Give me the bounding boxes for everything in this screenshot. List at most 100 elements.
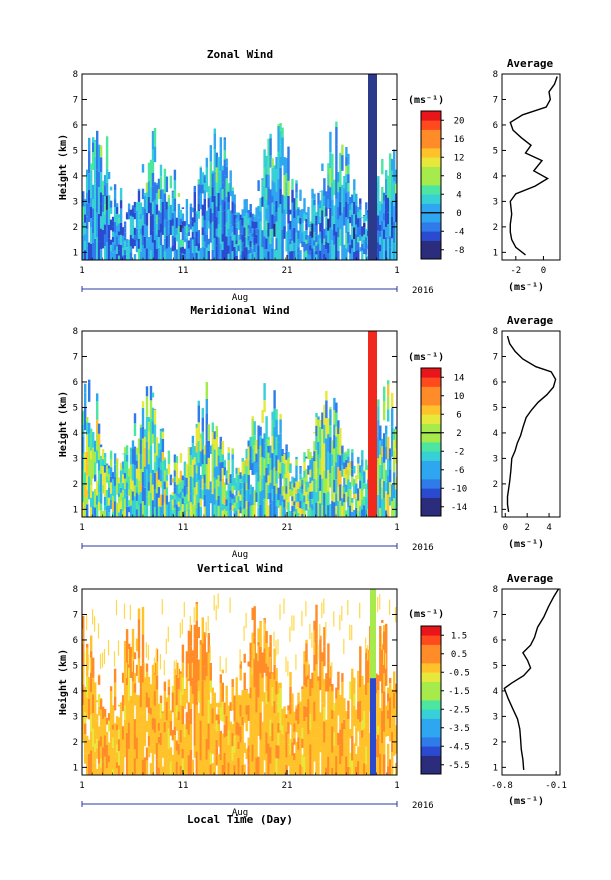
avg-y-tick-label: 7 xyxy=(493,95,498,105)
heatmap-cell xyxy=(209,149,212,162)
heatmap-cell xyxy=(97,763,101,775)
heatmap-cell xyxy=(333,611,335,627)
heatmap-cell xyxy=(139,219,143,229)
heatmap-cell xyxy=(309,491,312,500)
heatmap-cell xyxy=(217,455,220,463)
heatmap-cell xyxy=(171,218,175,226)
heatmap-cell xyxy=(159,703,163,719)
heatmap-cell xyxy=(223,714,226,725)
heatmap-cell xyxy=(235,721,238,735)
heatmap-cell xyxy=(101,747,105,762)
heatmap-cell xyxy=(135,468,139,479)
heatmap-cell xyxy=(211,763,214,775)
heatmap-cell xyxy=(323,646,326,667)
colorbar-swatch xyxy=(421,423,441,434)
heatmap-cell xyxy=(367,743,370,760)
heatmap-cell xyxy=(341,485,344,499)
heatmap-cell xyxy=(96,237,99,260)
heatmap-cell xyxy=(161,599,163,615)
heatmap-cell xyxy=(163,481,167,490)
heatmap-cell xyxy=(149,226,153,236)
heatmap-cell xyxy=(219,730,222,749)
heatmap-cell xyxy=(151,421,155,434)
heatmap-cell xyxy=(221,468,224,479)
heatmap-cell xyxy=(251,213,254,221)
heatmap-cell xyxy=(159,745,163,755)
heatmap-cell xyxy=(209,481,212,494)
heatmap-cell xyxy=(263,202,266,220)
heatmap-cell xyxy=(92,506,95,517)
avg-y-tick-label: 1 xyxy=(493,248,498,258)
heatmap-cell xyxy=(235,510,238,517)
heatmap-cell xyxy=(275,744,278,759)
heatmap-cell xyxy=(285,182,288,192)
heatmap-cell xyxy=(315,469,318,480)
heatmap-cell xyxy=(171,245,175,252)
heatmap-cell xyxy=(355,766,358,775)
heatmap-cell xyxy=(181,475,185,481)
heatmap-cell xyxy=(155,471,159,483)
heatmap-cell xyxy=(203,632,206,634)
heatmap-cell xyxy=(263,648,266,673)
heatmap-cell xyxy=(311,702,314,719)
heatmap-cell xyxy=(297,208,300,216)
heatmap-cell xyxy=(94,507,97,517)
heatmap-cell xyxy=(119,462,123,471)
heatmap-cell xyxy=(385,510,388,517)
heatmap-cell xyxy=(97,241,101,260)
heatmap-cell xyxy=(287,705,290,711)
heatmap-cell xyxy=(383,709,386,732)
heatmap-cell xyxy=(231,498,234,506)
heatmap-cell xyxy=(143,677,147,696)
heatmap-cell xyxy=(271,672,274,674)
heatmap-cell xyxy=(307,509,310,517)
heatmap-cell xyxy=(129,215,133,229)
heatmap-cell xyxy=(223,504,226,509)
heatmap-cell xyxy=(321,461,324,479)
heatmap-cell xyxy=(223,764,226,775)
heatmap-cell xyxy=(305,212,308,216)
heatmap-cell xyxy=(109,207,113,214)
heatmap-cell xyxy=(195,423,198,428)
panel-vertical: Vertical Wind Average (ms⁻¹) (ms⁻¹) xyxy=(197,562,554,807)
heatmap-cell xyxy=(227,718,230,731)
heatmap-cell xyxy=(343,493,346,503)
heatmap-cell xyxy=(205,719,208,739)
heatmap-cell xyxy=(315,413,318,418)
heatmap-cell xyxy=(141,682,145,713)
heatmap-cell xyxy=(235,467,238,474)
heatmap-cell xyxy=(213,467,216,478)
heatmap-cell xyxy=(207,682,210,700)
heatmap-cell xyxy=(379,425,382,441)
heatmap-cell xyxy=(119,501,123,509)
heatmap-cell xyxy=(309,696,312,715)
heatmap-cell xyxy=(313,193,316,200)
heatmap-cell xyxy=(105,209,109,230)
heatmap-cell xyxy=(249,758,252,775)
heatmap-cell xyxy=(265,499,268,517)
heatmap-cell xyxy=(327,469,330,492)
heatmap-cell xyxy=(139,243,143,252)
heatmap-cell xyxy=(303,721,306,738)
heatmap-cell xyxy=(381,230,384,250)
heatmap-cell xyxy=(149,215,153,227)
heatmap-cell xyxy=(183,602,185,618)
heatmap-cell xyxy=(317,761,320,775)
heatmap-cell xyxy=(331,482,334,501)
heatmap-cell xyxy=(355,214,358,225)
heatmap-cell xyxy=(335,744,338,756)
heatmap-cell xyxy=(267,436,270,440)
heatmap-cell xyxy=(96,169,99,188)
heatmap-cell xyxy=(391,170,394,185)
heatmap-cell xyxy=(223,702,226,715)
heatmap-cell xyxy=(327,418,330,435)
heatmap-cell xyxy=(297,737,300,750)
heatmap-cell xyxy=(227,705,230,719)
heatmap-cell xyxy=(355,205,358,215)
x-tick-label: 1 xyxy=(79,266,84,276)
heatmap-cell xyxy=(243,460,246,463)
heatmap-cell xyxy=(393,682,396,693)
heatmap-cell xyxy=(323,185,326,197)
heatmap-cell xyxy=(267,151,270,163)
heatmap-cell xyxy=(207,238,210,245)
